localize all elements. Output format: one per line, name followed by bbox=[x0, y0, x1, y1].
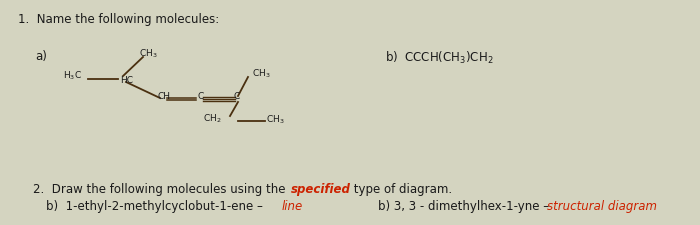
Text: CH$_2$: CH$_2$ bbox=[204, 112, 222, 125]
Text: CH: CH bbox=[157, 92, 170, 101]
Text: b) 3, 3 - dimethylhex-1-yne –: b) 3, 3 - dimethylhex-1-yne – bbox=[378, 199, 553, 212]
Text: 2.  Draw the following molecules using the: 2. Draw the following molecules using th… bbox=[33, 182, 289, 195]
Text: HC: HC bbox=[120, 76, 133, 85]
Text: structural diagram: structural diagram bbox=[547, 199, 657, 212]
Text: line: line bbox=[282, 199, 303, 212]
Text: CH$_3$: CH$_3$ bbox=[252, 68, 271, 80]
Text: 1.  Name the following molecules:: 1. Name the following molecules: bbox=[18, 13, 219, 26]
Text: C: C bbox=[197, 92, 203, 101]
Text: CH$_3$: CH$_3$ bbox=[139, 48, 158, 60]
Text: CH$_3$: CH$_3$ bbox=[266, 113, 285, 126]
Text: b)  1-ethyl-2-methylcyclobut-1-ene –: b) 1-ethyl-2-methylcyclobut-1-ene – bbox=[46, 199, 267, 212]
Text: b)  CCCH(CH$_3$)CH$_2$: b) CCCH(CH$_3$)CH$_2$ bbox=[385, 50, 494, 66]
Text: a): a) bbox=[35, 50, 47, 63]
Text: C: C bbox=[233, 92, 239, 101]
Text: type of diagram.: type of diagram. bbox=[350, 182, 452, 195]
Text: specified: specified bbox=[291, 182, 351, 195]
Text: H$_3$C: H$_3$C bbox=[63, 70, 82, 82]
